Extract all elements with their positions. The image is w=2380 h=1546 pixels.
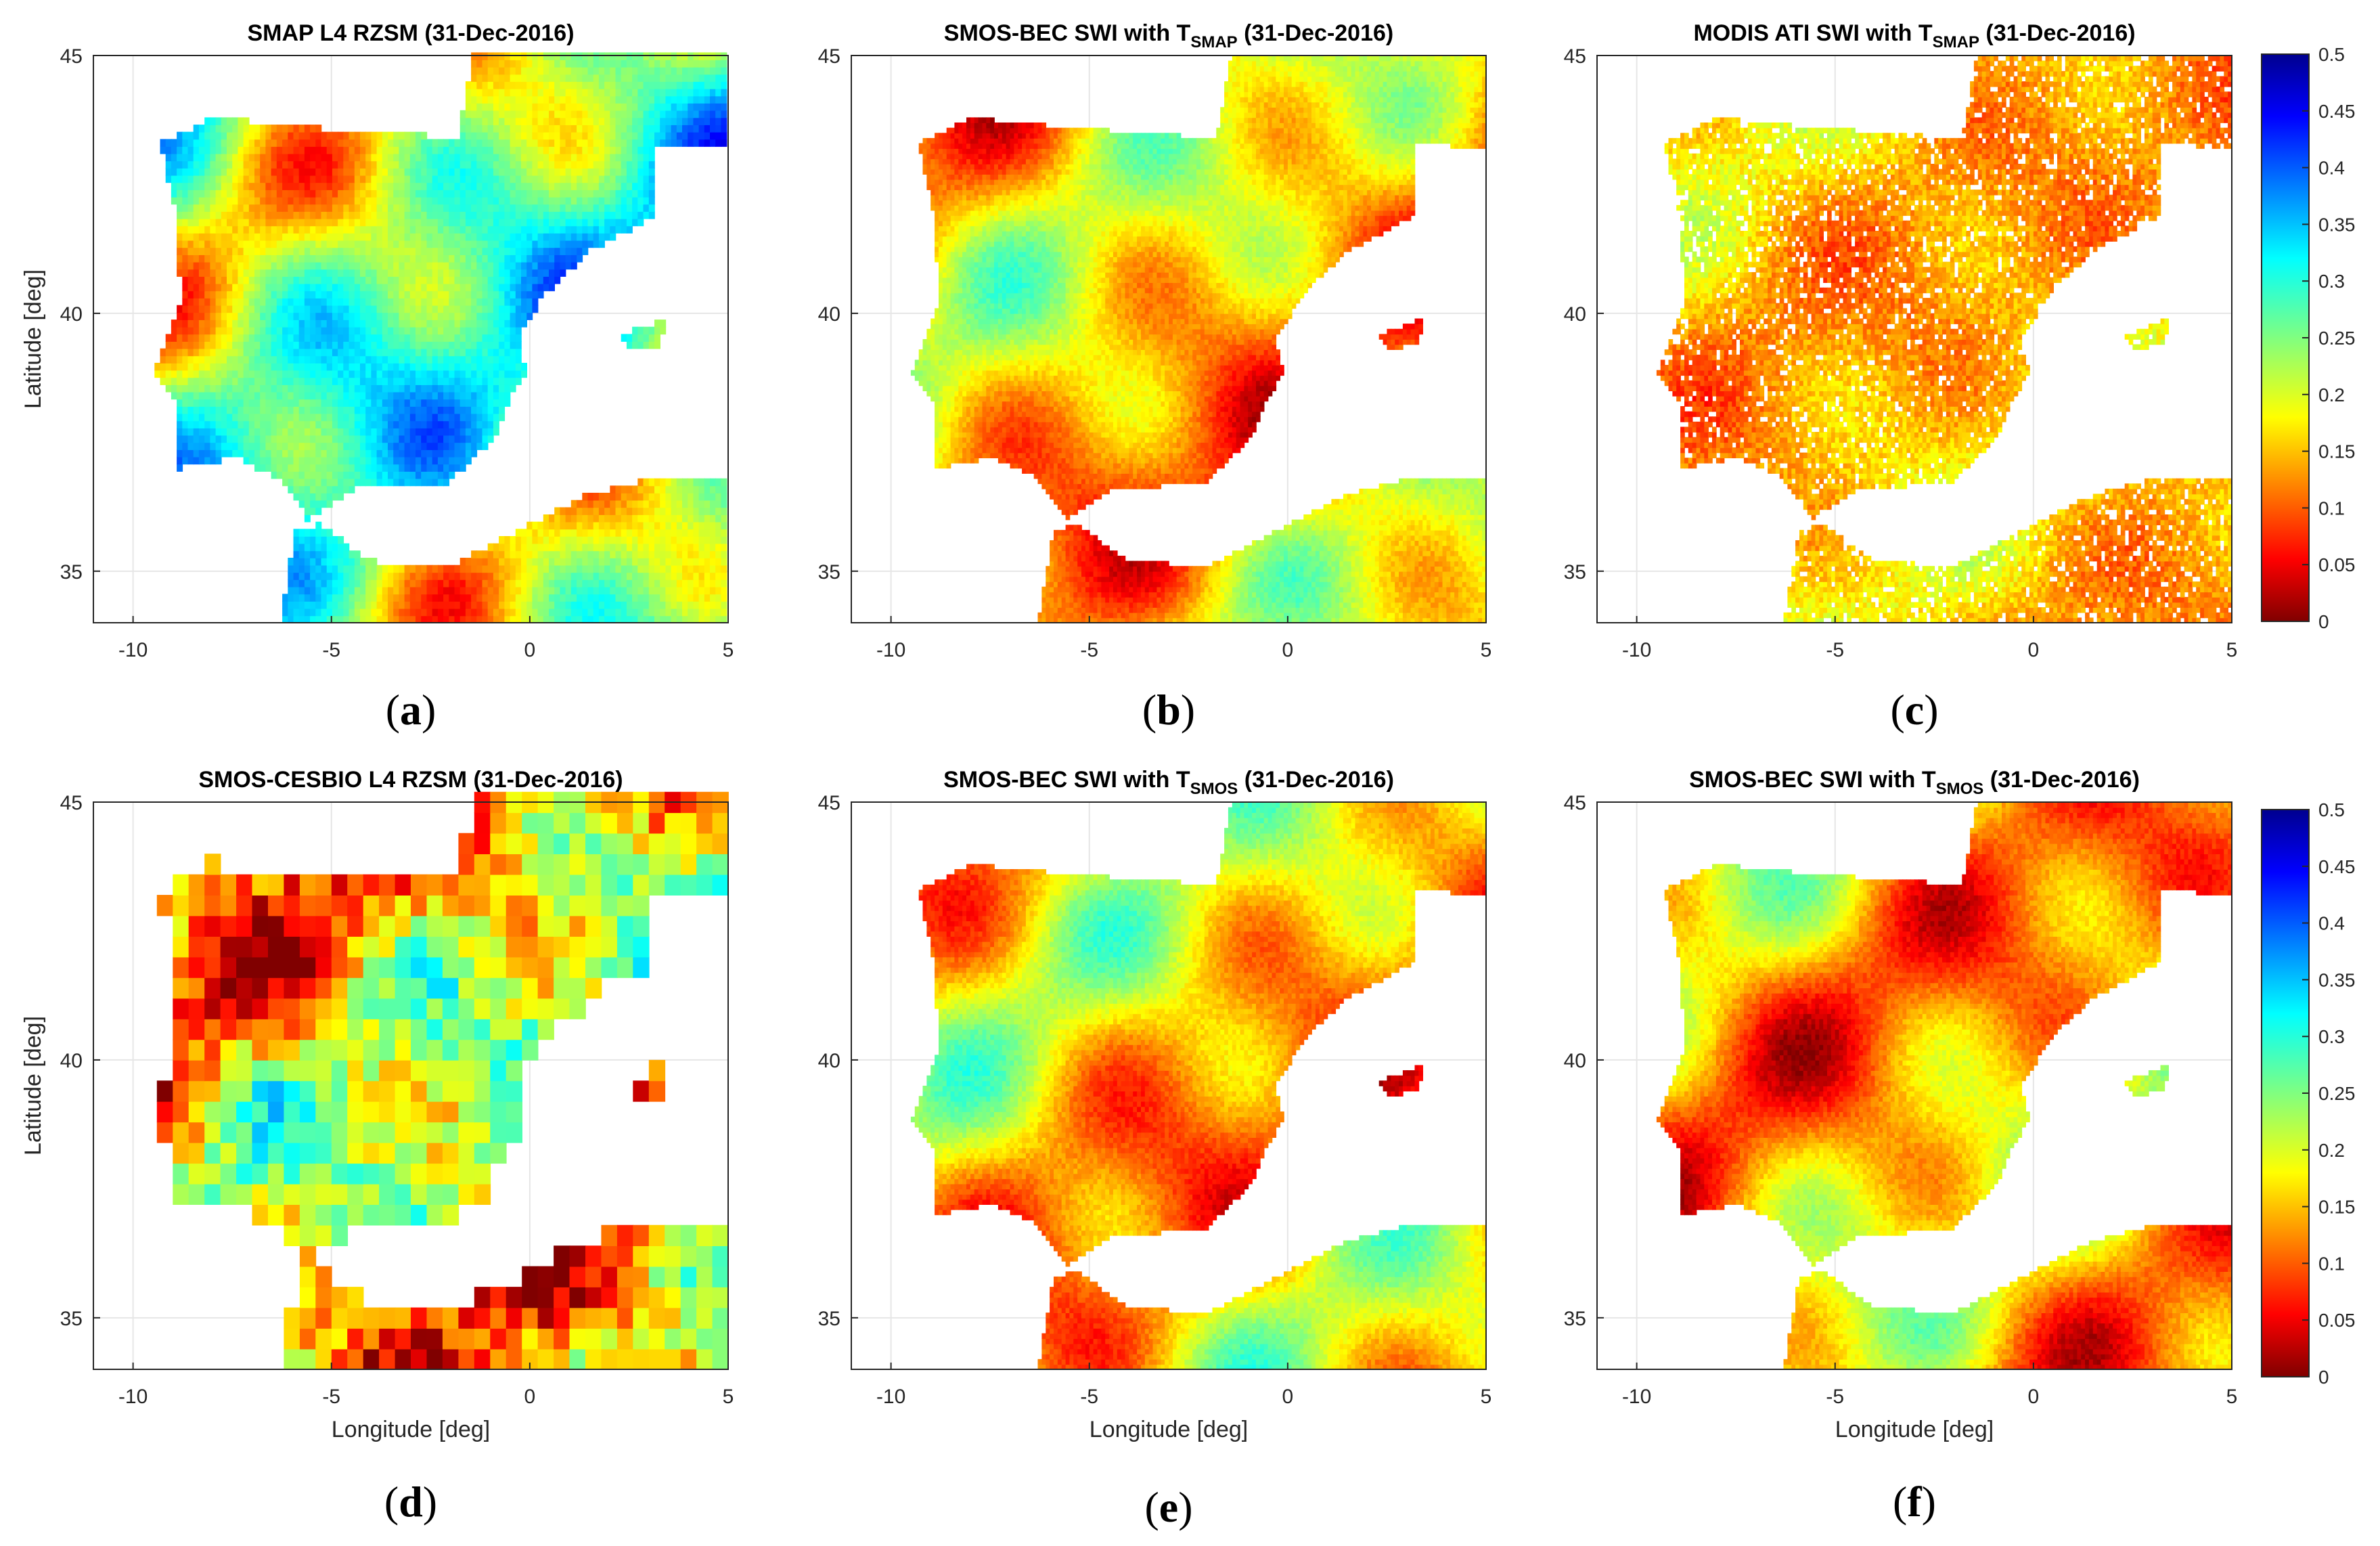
x-tick-label: 5 — [723, 639, 734, 661]
y-tick-label: 35 — [60, 561, 83, 583]
colorbar-tick-label: 0.45 — [2318, 101, 2356, 122]
x-axis-label: Longitude [deg] — [1835, 1417, 1994, 1442]
panel-label-b: (b) — [1142, 686, 1195, 734]
y-tick-label: 40 — [60, 1050, 83, 1072]
colorbar-tick-label: 0.05 — [2318, 554, 2356, 575]
panel-c: -10 -5 0 5 35 40 45 MODIS ATI SWI with TSMAP (3… — [1564, 20, 2238, 734]
colorbar-tick-label: 0.05 — [2318, 1310, 2356, 1331]
x-tick-label: -5 — [322, 1386, 340, 1408]
panel-label-c: (c) — [1890, 686, 1938, 734]
y-tick-label: 40 — [818, 303, 840, 326]
panel-label-a: (a) — [386, 686, 436, 734]
panel-label-f: (f) — [1893, 1478, 1936, 1526]
colorbar-tick-label: 0.35 — [2318, 969, 2356, 990]
x-tick-label: 5 — [1481, 1386, 1492, 1408]
x-tick-label: 0 — [1282, 639, 1294, 661]
x-tick-label: 0 — [524, 639, 536, 661]
chart-title-b: SMOS-BEC SWI with TSMAP (31-Dec-2016) — [944, 20, 1393, 51]
colorbar-tick-label: 0.25 — [2318, 1083, 2356, 1104]
x-tick-label: 5 — [2226, 1386, 2238, 1408]
y-tick-label: 45 — [818, 792, 840, 814]
colorbar-gradient — [2262, 54, 2309, 621]
colorbar-tick-label: 0 — [2318, 1367, 2329, 1388]
chart-title-c: MODIS ATI SWI with TSMAP (31-Dec-2016) — [1693, 20, 2135, 51]
y-tick-label: 45 — [1564, 45, 1586, 68]
x-tick-label: 0 — [1282, 1386, 1294, 1408]
panel-a: -10 -5 0 5 35 40 45 SMAP L4 RZSM (31-Dec-2016) L… — [20, 20, 734, 734]
x-tick-label: -10 — [876, 639, 905, 661]
x-tick-label: -10 — [118, 1386, 148, 1408]
x-tick-label: -5 — [1826, 639, 1844, 661]
colorbar-tick-label: 0.5 — [2318, 44, 2345, 65]
colorbar-tick-label: 0.1 — [2318, 1253, 2345, 1274]
colorbar-tick-label: 0.15 — [2318, 1197, 2356, 1218]
colorbar-tick-label: 0.2 — [2318, 1140, 2345, 1161]
chart-title-a: SMAP L4 RZSM (31-Dec-2016) — [247, 20, 574, 46]
x-tick-label: 0 — [2028, 1386, 2040, 1408]
colorbar-tick-label: 0.45 — [2318, 856, 2356, 877]
y-tick-label: 35 — [1564, 561, 1586, 583]
y-tick-label: 45 — [1564, 792, 1586, 814]
y-tick-label: 45 — [60, 792, 83, 814]
colorbar-tick-label: 0 — [2318, 611, 2329, 632]
x-axis-label: Longitude [deg] — [332, 1417, 490, 1442]
chart-title-f: SMOS-BEC SWI with TSMOS (31-Dec-2016) — [1689, 767, 2140, 798]
y-tick-label: 35 — [1564, 1308, 1586, 1330]
colorbar-gradient — [2262, 810, 2309, 1377]
x-tick-label: -10 — [1622, 1386, 1651, 1408]
x-tick-label: 0 — [2028, 639, 2040, 661]
y-axis-label: Latitude [deg] — [20, 269, 46, 409]
colorbar-1: 0 0.05 0.1 0.15 0.2 0.25 0.3 0.35 0.4 0.45 0.5 — [2262, 44, 2356, 632]
colorbar-tick-label: 0.1 — [2318, 498, 2345, 518]
colorbar-tick-label: 0.25 — [2318, 328, 2356, 349]
y-tick-label: 40 — [1564, 1050, 1586, 1072]
x-tick-label: -10 — [1622, 639, 1651, 661]
x-tick-label: 5 — [723, 1386, 734, 1408]
panel-f: -10 -5 0 5 35 40 45 SMOS-BEC SWI with TSMOS (31… — [1564, 767, 2238, 1526]
colorbar-tick-label: 0.5 — [2318, 799, 2345, 820]
panel-label-e: (e) — [1144, 1483, 1192, 1531]
y-tick-label: 40 — [818, 1050, 840, 1072]
colorbar-tick-label: 0.2 — [2318, 384, 2345, 405]
x-tick-label: -10 — [876, 1386, 905, 1408]
colorbar-2: 0 0.05 0.1 0.15 0.2 0.25 0.3 0.35 0.4 0.45 0.5 — [2262, 799, 2356, 1388]
colorbar-tick-label: 0.4 — [2318, 158, 2345, 179]
y-axis-label: Latitude [deg] — [20, 1016, 46, 1155]
figure: -10 -5 0 5 35 40 45 SMAP L4 RZSM (31-Dec-2016) L… — [0, 0, 2380, 1546]
x-tick-label: -5 — [1080, 1386, 1098, 1408]
y-tick-label: 35 — [818, 561, 840, 583]
x-tick-label: -5 — [1826, 1386, 1844, 1408]
y-tick-label: 35 — [818, 1308, 840, 1330]
panel-e: -10 -5 0 5 35 40 45 SMOS-BEC SWI with TSMOS (31… — [818, 767, 1492, 1531]
panel-d: -10 -5 0 5 35 40 45 SMOS-CESBIO L4 RZSM (31-Dec… — [20, 767, 734, 1526]
colorbar-tick-label: 0.35 — [2318, 214, 2356, 235]
colorbar-tick-label: 0.15 — [2318, 441, 2356, 462]
y-tick-label: 40 — [60, 303, 83, 326]
panel-label-d: (d) — [384, 1478, 437, 1526]
colorbar-tick-label: 0.4 — [2318, 913, 2345, 934]
panel-b: -10 -5 0 5 35 40 45 SMOS-BEC SWI with TSMAP (31… — [818, 20, 1492, 734]
chart-title-e: SMOS-BEC SWI with TSMOS (31-Dec-2016) — [943, 767, 1394, 798]
x-tick-label: -5 — [1080, 639, 1098, 661]
y-tick-label: 45 — [60, 45, 83, 68]
x-tick-label: 0 — [524, 1386, 536, 1408]
y-tick-label: 40 — [1564, 303, 1586, 326]
chart-title-d: SMOS-CESBIO L4 RZSM (31-Dec-2016) — [198, 767, 623, 793]
x-tick-label: 5 — [2226, 639, 2238, 661]
colorbar-tick-label: 0.3 — [2318, 1026, 2345, 1047]
y-tick-label: 35 — [60, 1308, 83, 1330]
x-tick-label: -10 — [118, 639, 148, 661]
x-tick-label: -5 — [322, 639, 340, 661]
x-tick-label: 5 — [1481, 639, 1492, 661]
x-axis-label: Longitude [deg] — [1090, 1417, 1248, 1442]
colorbar-tick-label: 0.3 — [2318, 271, 2345, 292]
y-tick-label: 45 — [818, 45, 840, 68]
